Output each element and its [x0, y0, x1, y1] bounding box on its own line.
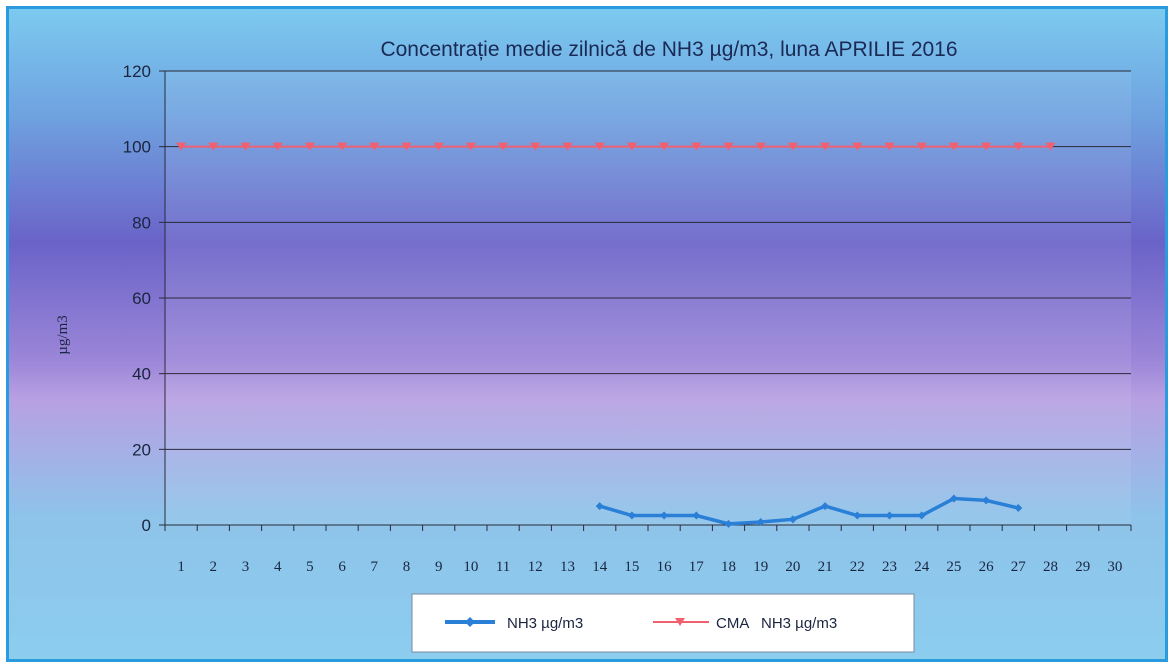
legend-label-cma: CMA NH3 µg/m3	[716, 615, 837, 632]
data-point-cma	[562, 142, 573, 151]
x-tick-label: 11	[496, 559, 510, 575]
data-point-cma	[498, 142, 509, 151]
data-point-nh3	[595, 502, 604, 511]
y-tick-label: 20	[132, 440, 151, 459]
data-point-cma	[1013, 142, 1024, 151]
data-point-cma	[272, 142, 283, 151]
data-point-cma	[594, 142, 605, 151]
x-tick-label: 6	[338, 559, 346, 575]
data-point-nh3	[788, 515, 797, 524]
data-point-nh3	[724, 519, 733, 528]
series-line-nh3	[599, 496, 1019, 526]
data-point-cma	[208, 142, 219, 151]
y-tick-label: 120	[123, 62, 151, 81]
x-tick-label: 15	[624, 559, 639, 575]
data-point-cma	[465, 142, 476, 151]
x-tick-label: 16	[657, 559, 673, 575]
chart-frame: Concentrație medie zilnică de NH3 µg/m3,…	[6, 6, 1168, 662]
x-tick-label: 10	[463, 559, 478, 575]
data-point-cma	[659, 142, 670, 151]
data-point-nh3	[756, 517, 765, 526]
x-tick-label: 1	[177, 559, 185, 575]
chart-title: Concentrație medie zilnică de NH3 µg/m3,…	[380, 38, 957, 61]
x-tick-label: 27	[1011, 559, 1027, 575]
x-tick-label: 25	[946, 559, 961, 575]
legend: NH3 µg/m3 CMA NH3 µg/m3	[411, 593, 915, 653]
line-chart: Concentrație medie zilnică de NH3 µg/m3,…	[55, 38, 1132, 653]
x-tick-label: 24	[914, 559, 930, 575]
y-tick-label: 0	[142, 516, 151, 535]
data-point-cma	[626, 142, 637, 151]
legend-cma-marker-icon	[675, 618, 685, 626]
data-point-cma	[884, 142, 895, 151]
x-tick-label: 7	[371, 559, 379, 575]
x-tick-label: 28	[1043, 559, 1058, 575]
data-point-cma	[948, 142, 959, 151]
y-tick-label: 40	[132, 365, 151, 384]
data-point-cma	[691, 142, 702, 151]
x-tick-label: 3	[242, 559, 250, 575]
x-tick-label: 26	[979, 559, 995, 575]
data-point-cma	[787, 142, 798, 151]
x-tick-label: 30	[1107, 559, 1122, 575]
x-tick-label: 22	[850, 559, 865, 575]
data-point-cma	[337, 142, 348, 151]
x-tick-label: 21	[818, 559, 833, 575]
data-point-cma	[304, 142, 315, 151]
data-point-nh3	[949, 494, 958, 503]
x-tick-label: 14	[592, 559, 608, 575]
data-point-cma	[981, 142, 992, 151]
x-tick-label: 17	[689, 559, 705, 575]
x-tick-label: 12	[528, 559, 543, 575]
x-tick-label: 4	[274, 559, 282, 575]
data-point-cma	[176, 142, 187, 151]
x-tick-label: 29	[1075, 559, 1090, 575]
data-point-cma	[916, 142, 927, 151]
data-point-cma	[852, 142, 863, 151]
data-point-cma	[755, 142, 766, 151]
x-tick-label: 23	[882, 559, 897, 575]
data-point-cma	[820, 142, 831, 151]
data-point-cma	[240, 142, 251, 151]
y-tick-label: 100	[123, 138, 151, 157]
data-point-cma	[530, 142, 541, 151]
data-point-nh3	[821, 502, 830, 511]
y-axis-label: µg/m3	[55, 315, 71, 354]
x-tick-label: 18	[721, 559, 736, 575]
data-point-cma	[723, 142, 734, 151]
y-tick-label: 60	[132, 289, 151, 308]
x-tick-label: 2	[210, 559, 218, 575]
x-tick-label: 19	[753, 559, 768, 575]
x-tick-label: 5	[306, 559, 314, 575]
x-tick-label: 8	[403, 559, 411, 575]
data-point-cma	[433, 142, 444, 151]
x-tick-label: 9	[435, 559, 443, 575]
data-point-cma	[401, 142, 412, 151]
data-point-nh3	[1014, 503, 1023, 512]
x-tick-label: 13	[560, 559, 575, 575]
legend-nh3-marker-icon	[465, 617, 475, 627]
data-point-cma	[369, 142, 380, 151]
data-point-cma	[1045, 142, 1056, 151]
y-tick-label: 80	[132, 213, 151, 232]
x-tick-label: 20	[785, 559, 800, 575]
legend-label-nh3: NH3 µg/m3	[507, 615, 583, 632]
data-point-nh3	[982, 496, 991, 505]
